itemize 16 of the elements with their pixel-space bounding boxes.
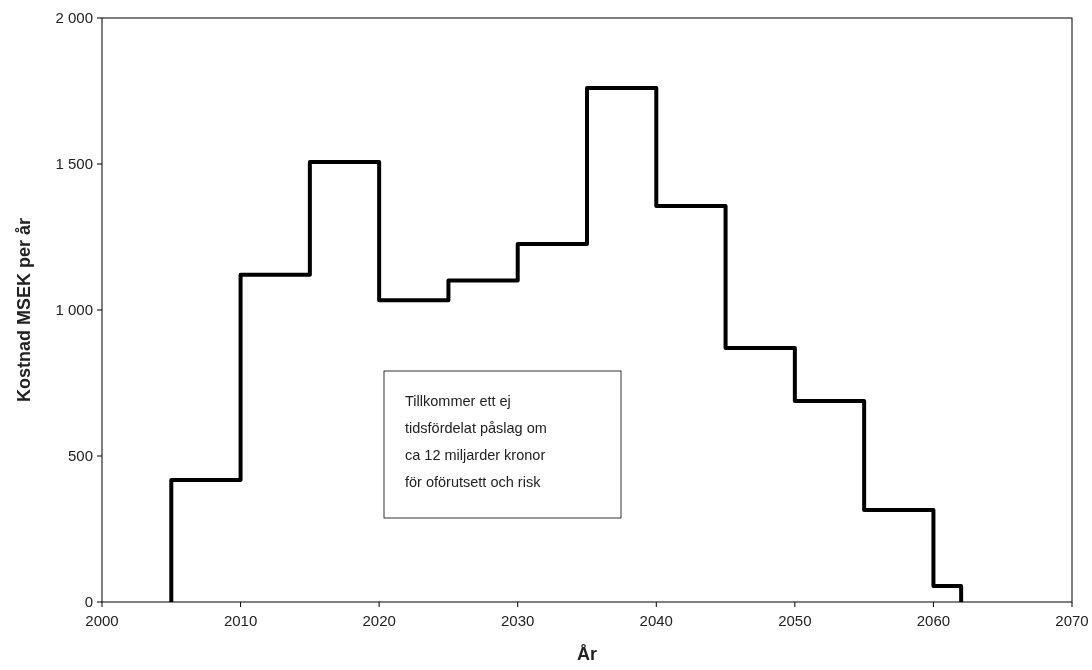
- x-tick-label: 2030: [501, 612, 535, 629]
- y-tick-label: 0: [84, 593, 93, 610]
- y-axis-title: Kostnad MSEK per år: [14, 217, 34, 403]
- y-tick-label: 1 500: [55, 155, 93, 172]
- x-tick-label: 2020: [362, 612, 396, 629]
- y-tick-label: 2 000: [55, 9, 93, 26]
- x-tick-label: 2070: [1055, 612, 1089, 629]
- y-tick-label: 500: [67, 447, 93, 464]
- annotation: Tillkommer ett ej tidsfördelat påslag om ca 12 miljarder kronor för oförutsett och risk: [405, 393, 547, 490]
- x-axis-title: År: [576, 644, 598, 664]
- x-tick-label: 2010: [223, 612, 258, 629]
- x-tick-label: 2000: [85, 612, 119, 629]
- x-tick-label: 2060: [916, 612, 951, 629]
- x-tick-label: 2050: [778, 612, 812, 629]
- x-tick-label: 2040: [639, 612, 673, 629]
- y-tick-label: 1 000: [55, 301, 93, 318]
